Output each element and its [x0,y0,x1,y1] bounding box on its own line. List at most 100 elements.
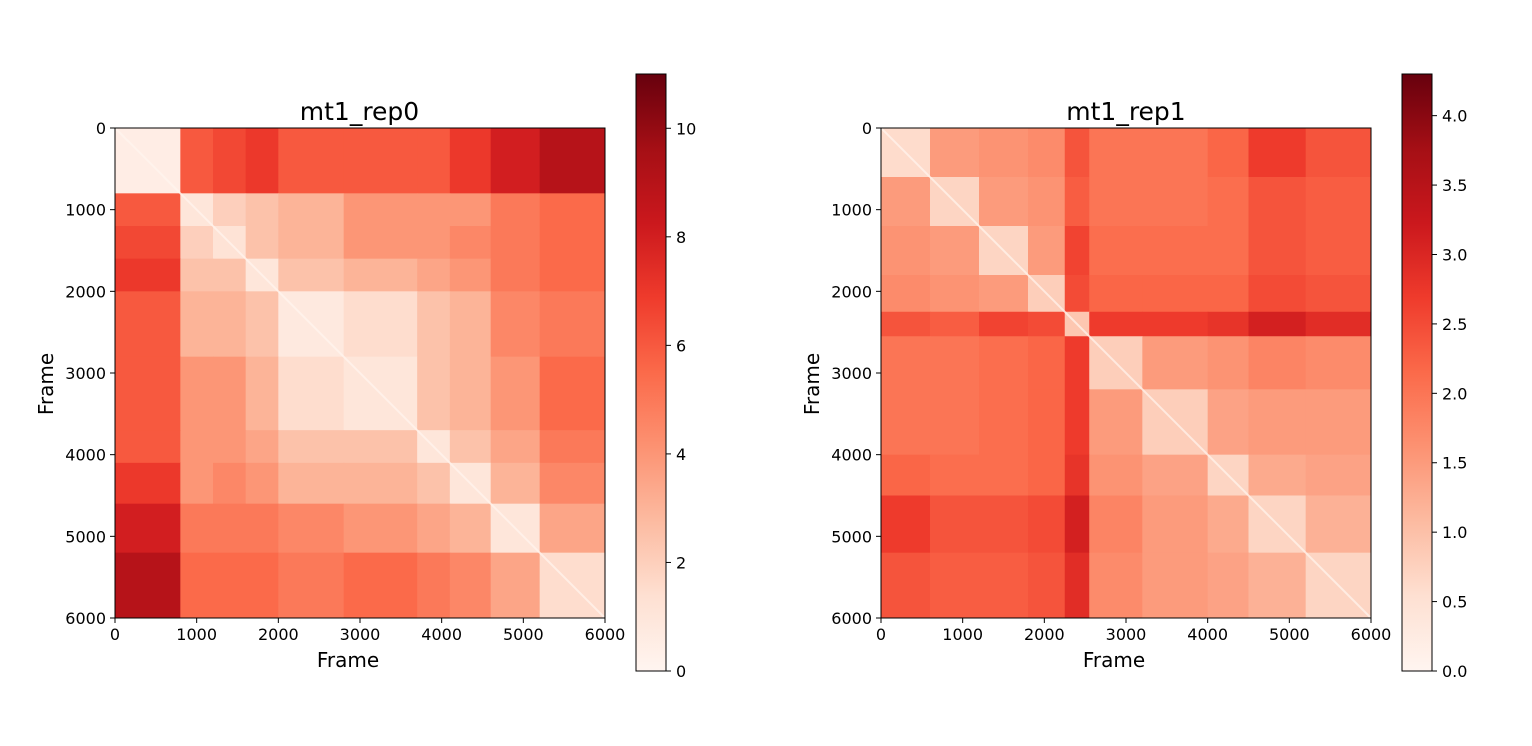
colorbar-tick-label: 2.0 [1442,384,1467,403]
colorbar-tick-label: 3.5 [1442,176,1467,195]
heatmap-cell [881,495,931,554]
heatmap-cell [115,503,181,554]
heatmap-cell [417,226,451,260]
heatmap-cell [1089,454,1143,496]
x-tick-label: 2000 [1024,625,1065,644]
heatmap-cell [881,454,931,496]
colorbar-tick-label: 2.5 [1442,315,1467,334]
y-tick-label: 0 [862,119,872,138]
heatmap-cell [180,226,214,260]
heatmap-cell [1207,311,1249,337]
colorbar: 0.0 0.5 1.0 1.5 2.0 2.5 3.0 3.5 4.0 [1401,73,1467,681]
x-tick-label: 4000 [421,625,462,644]
heatmap-cell [343,462,418,505]
heatmap-cell [1305,389,1372,456]
y-tick-label: 2000 [831,282,872,301]
heatmap-cell [1207,226,1249,276]
colorbar-gradient [1401,73,1433,672]
colorbar-gradient [635,73,667,672]
colorbar: 0 2 4 6 8 10 [635,73,696,681]
heatmap-cell [1064,128,1090,178]
heatmap-cell [1248,311,1307,337]
colorbar-tick-label: 3.0 [1442,245,1467,264]
heatmap-cell [417,356,451,431]
heatmap-cell [881,177,931,227]
y-tick-label: 6000 [65,609,106,628]
heatmap-cell [979,128,1029,178]
heatmap-cell [490,291,541,358]
heatmap-cell [1089,128,1143,178]
heatmap-cell [1089,177,1143,227]
colorbar-tick-label: 1.0 [1442,523,1467,542]
x-axis-label: Frame [1083,648,1145,672]
heatmap-cell [539,226,606,260]
heatmap-cell [930,495,980,554]
heatmap-cell [278,503,345,554]
heatmap-cell [278,193,345,227]
x-tick-label: 0 [876,625,886,644]
heatmap-cell [1064,454,1090,496]
y-tick-label: 6000 [831,609,872,628]
heatmap-cell [417,503,451,554]
heatmap-cell [1305,311,1372,337]
heatmap-cell [1248,226,1307,276]
heatmap-cell [245,226,279,260]
colorbar-tick-label: 10 [676,119,696,138]
heatmap-cell [278,258,345,292]
heatmap-cell [1207,128,1249,178]
y-axis-ticks: 0 1000 2000 3000 4000 5000 6000 [831,119,881,628]
heatmap-cell [1089,226,1143,276]
heatmap-diagonal [114,127,606,619]
heatmap-cell [1207,177,1249,227]
heatmap-cell [979,177,1029,227]
heatmap-cell [1248,177,1307,227]
colorbar-tick-label: 0.5 [1442,593,1467,612]
heatmap-cell [180,430,214,464]
heatmap-cell [213,430,247,464]
heatmap-cell [1142,552,1209,619]
heatmap-cell [1064,177,1090,227]
heatmap-cell [930,389,980,456]
y-tick-label: 2000 [65,282,106,301]
y-tick-label: 1000 [831,201,872,220]
heatmap-cell [1064,389,1090,456]
heatmap-cell [1064,336,1090,390]
y-tick-label: 5000 [65,527,106,546]
heatmap-cell [979,552,1029,619]
heatmap-cell [180,356,214,431]
heatmap-cell [245,503,279,554]
heatmap-cell [930,226,980,276]
heatmap-cell [1028,336,1066,390]
heatmap-cell [245,552,279,619]
heatmap-cell [115,356,181,431]
heatmap-cell [881,275,931,313]
heatmap-cell [245,356,279,431]
heatmap-cell [115,430,181,464]
heatmap-cell [417,128,451,194]
heatmap-cell [490,258,541,292]
heatmap-cell [417,291,451,358]
heatmap-cell [343,291,418,358]
heatmap-cell [1064,226,1090,276]
heatmap-cell [1028,128,1066,178]
heatmap-diagonal [880,127,1372,619]
heatmap-cell [1064,495,1090,554]
heatmap-cell [1207,336,1249,390]
y-tick-label: 4000 [65,446,106,465]
heatmap-cell [539,462,606,505]
heatmap-cell [213,462,247,505]
heatmap-cell [343,193,418,227]
heatmap-cell [490,193,541,227]
heatmap-cell [979,336,1029,390]
heatmap-panel-1: mt1_rep1 0 1000 2000 3000 4000 5000 6000 0 1000… [800,73,1467,681]
heatmap-cell [115,226,181,260]
heatmap-cell [180,258,214,292]
heatmap-cell [343,503,418,554]
heatmap-cell [979,275,1029,313]
heatmap-cell [490,462,541,505]
heatmap-cell [245,462,279,505]
colorbar-tick-label: 0.0 [1442,662,1467,681]
heatmap-cell [213,503,247,554]
heatmap-cell [539,503,606,554]
heatmap-cell [115,258,181,292]
